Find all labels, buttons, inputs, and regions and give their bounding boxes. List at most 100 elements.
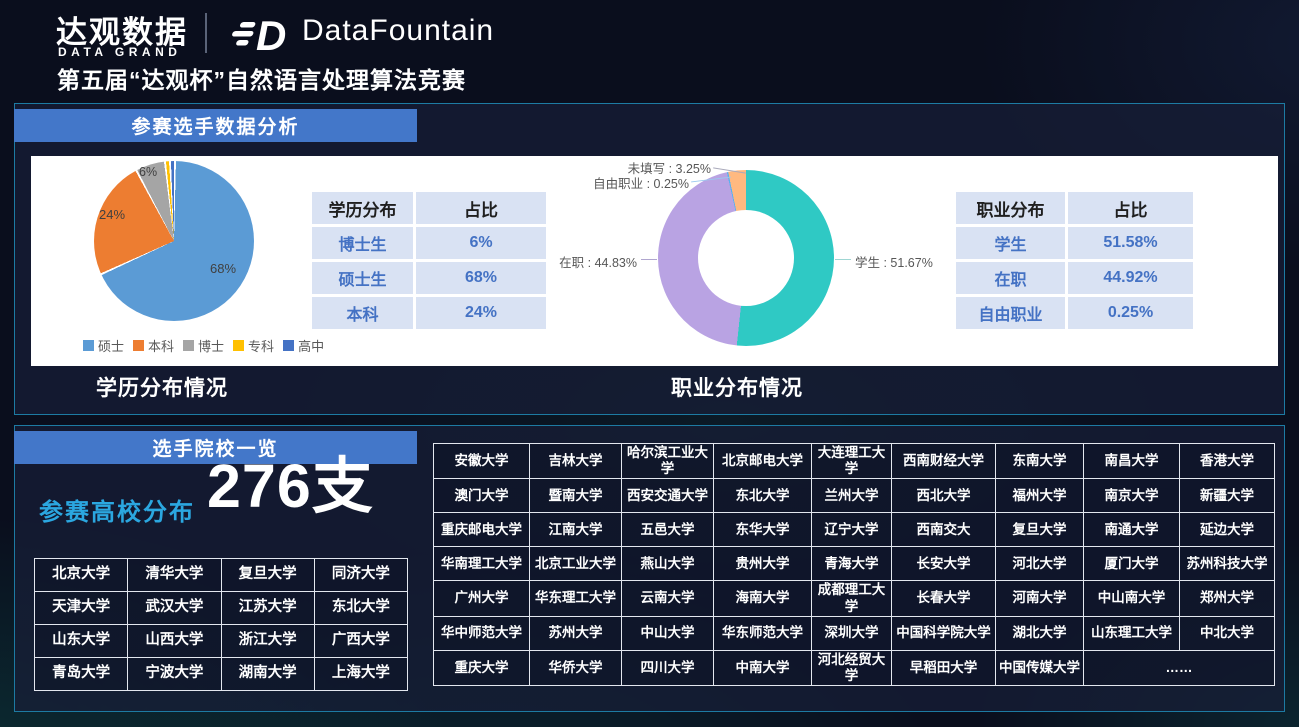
table-cell: 自由职业 — [953, 294, 1068, 332]
table-cell: 贵州大学 — [713, 546, 812, 582]
table-cell: 重庆邮电大学 — [433, 512, 530, 548]
table-cell: 河南大学 — [995, 580, 1084, 617]
table-cell: 复旦大学 — [995, 512, 1084, 548]
table-cell: 深圳大学 — [811, 615, 892, 651]
table-cell: 南通大学 — [1083, 512, 1180, 548]
table-cell: 51.58% — [1065, 224, 1196, 262]
table-cell: 苏州科技大学 — [1179, 546, 1275, 582]
table-row: 澳门大学 暨南大学 西安交通大学 东北大学 兰州大学 西北大学 福州大学 南京大学 新疆大学 — [433, 478, 1275, 514]
table-cell: 华东理工大学 — [529, 580, 622, 617]
table-cell: 延边大学 — [1179, 512, 1275, 548]
table-cell: 同济大学 — [313, 558, 409, 592]
table-cell: 山东理工大学 — [1083, 615, 1180, 651]
table-cell: 重庆大学 — [433, 649, 530, 687]
donut-label-unfilled: 未填写 : 3.25% — [627, 162, 711, 176]
datagrand-logo-cn: 达观数据 — [56, 15, 188, 50]
table-cell: 长春大学 — [891, 580, 996, 617]
donut-leader-line-student — [835, 259, 851, 260]
table-cell: 博士生 — [309, 224, 416, 262]
datafountain-logo-text: DataFountain — [302, 14, 495, 47]
table-row: 重庆邮电大学 江南大学 五邑大学 东华大学 辽宁大学 西南交大 复旦大学 南通大学 延边大学 — [433, 512, 1275, 548]
universities-section-banner: 选手院校一览 — [14, 431, 417, 464]
table-cell: 吉林大学 — [529, 442, 622, 480]
legend-item: 硕士 — [83, 336, 124, 355]
education-chart-caption: 学历分布情况 — [96, 377, 228, 400]
table-cell: 福州大学 — [995, 478, 1084, 514]
legend-label: 高中 — [298, 339, 325, 354]
education-table-header-category: 学历分布 — [309, 189, 416, 227]
table-row: 青岛大学 宁波大学 湖南大学 上海大学 — [33, 657, 409, 691]
table-row: 在职 44.92% — [953, 259, 1196, 297]
table-cell: 新疆大学 — [1179, 478, 1275, 514]
datagrand-logo-en: DATA GRAND — [58, 45, 182, 59]
table-cell: 中北大学 — [1179, 615, 1275, 651]
table-cell: 早稻田大学 — [891, 649, 996, 687]
legend-swatch-icon — [233, 340, 245, 351]
table-cell: 东南大学 — [995, 442, 1084, 480]
legend-label: 本科 — [148, 339, 175, 354]
occupation-chart-caption: 职业分布情况 — [671, 377, 803, 400]
table-cell: 清华大学 — [127, 558, 222, 592]
table-cell: 宁波大学 — [127, 657, 222, 691]
left-universities-table: 北京大学 清华大学 复旦大学 同济大学 天津大学 武汉大学 江苏大学 东北大学 山东大学 山西大学… — [33, 558, 409, 691]
table-cell: 广州大学 — [433, 580, 530, 617]
table-cell: 成都理工大学 — [811, 580, 892, 617]
legend-swatch-icon — [133, 340, 145, 351]
table-cell: 云南大学 — [621, 580, 714, 617]
table-cell: 澳门大学 — [433, 478, 530, 514]
donut-leader-line-employed — [641, 259, 657, 260]
table-cell: 暨南大学 — [529, 478, 622, 514]
table-cell: 东北大学 — [313, 591, 409, 625]
education-table: 学历分布 占比 博士生 6% 硕士生 68% 本科 24% — [309, 189, 549, 332]
donut-label-freelance: 自由职业 : 0.25% — [593, 177, 689, 191]
table-cell: 哈尔滨工业大学 — [621, 442, 714, 480]
donut-hole — [698, 210, 794, 306]
table-row: 博士生 6% — [309, 224, 549, 262]
legend-label: 博士 — [198, 339, 225, 354]
table-cell: 北京大学 — [33, 558, 129, 592]
table-cell: 中山大学 — [621, 615, 714, 651]
table-cell: 湖南大学 — [220, 657, 315, 691]
table-cell: 北京邮电大学 — [713, 442, 812, 480]
table-cell: 香港大学 — [1179, 442, 1275, 480]
team-count: 276支 — [207, 452, 374, 520]
legend-item: 专科 — [233, 336, 274, 355]
pie-slice-label-master: 68% — [210, 261, 237, 276]
table-cell: 厦门大学 — [1083, 546, 1180, 582]
education-pie-chart: 68% 24% 6% — [94, 161, 254, 321]
table-row: 安徽大学 吉林大学 哈尔滨工业大学 北京邮电大学 大连理工大学 西南财经大学 东南大学 南昌大… — [433, 442, 1275, 480]
table-cell: …… — [1083, 649, 1275, 687]
table-cell: 西南财经大学 — [891, 442, 996, 480]
table-cell: 浙江大学 — [220, 624, 315, 658]
table-cell: 本科 — [309, 294, 416, 332]
legend-swatch-icon — [83, 340, 94, 351]
occupation-table: 职业分布 占比 学生 51.58% 在职 44.92% 自由职业 0.25% — [953, 189, 1196, 332]
table-row: 本科 24% — [309, 294, 549, 332]
donut-label-student: 学生 : 51.67% — [855, 256, 933, 270]
education-pie-legend: 硕士 本科 博士 专科 高中 — [83, 336, 324, 355]
table-row: 自由职业 0.25% — [953, 294, 1196, 332]
table-cell: 长安大学 — [891, 546, 996, 582]
table-cell: 68% — [413, 259, 549, 297]
table-cell: 青岛大学 — [33, 657, 129, 691]
legend-label: 专科 — [248, 339, 275, 354]
table-cell: 南昌大学 — [1083, 442, 1180, 480]
table-cell: 五邑大学 — [621, 512, 714, 548]
legend-item: 本科 — [133, 336, 174, 355]
table-cell: 在职 — [953, 259, 1068, 297]
table-cell: 0.25% — [1065, 294, 1196, 332]
table-cell: 西南交大 — [891, 512, 996, 548]
table-cell: 华南理工大学 — [433, 546, 530, 582]
table-cell: 6% — [413, 224, 549, 262]
table-cell: 武汉大学 — [127, 591, 222, 625]
table-cell: 山东大学 — [33, 624, 129, 658]
legend-swatch-icon — [283, 340, 295, 351]
table-row: 硕士生 68% — [309, 259, 549, 297]
table-cell: 西北大学 — [891, 478, 996, 514]
legend-item: 博士 — [183, 336, 224, 355]
table-cell: 辽宁大学 — [811, 512, 892, 548]
pie-slice-label-bachelor: 24% — [99, 207, 126, 222]
table-row: 广州大学 华东理工大学 云南大学 海南大学 成都理工大学 长春大学 河南大学 中山南大学 郑州大… — [433, 580, 1275, 617]
table-cell: 湖北大学 — [995, 615, 1084, 651]
svg-text:D: D — [256, 13, 286, 57]
